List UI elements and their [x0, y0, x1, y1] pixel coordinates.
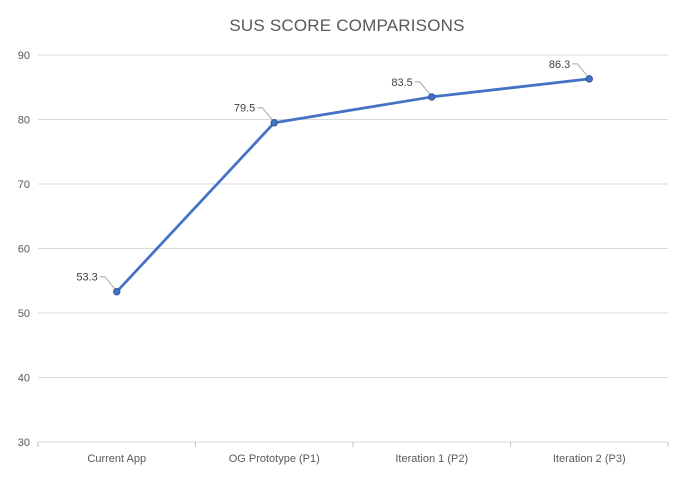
y-tick-label: 40	[18, 373, 30, 385]
gridlines	[38, 54, 668, 443]
y-tick-label: 50	[18, 308, 30, 320]
x-tick-label: OG Prototype (P1)	[229, 453, 320, 465]
axes: 30 40 50 60 70 80 90 Current App OG Prototype (P…	[18, 50, 669, 465]
y-tick-label: 90	[18, 50, 30, 62]
data-point	[270, 119, 278, 127]
data-label: 53.3	[76, 272, 97, 284]
data-point	[428, 93, 436, 101]
y-tick-label: 60	[18, 244, 30, 256]
y-tick-label: 80	[18, 115, 30, 127]
leader-line	[99, 276, 116, 290]
series-line	[115, 77, 591, 294]
data-label: 79.5	[234, 103, 255, 115]
x-tick-label: Iteration 2 (P3)	[553, 453, 626, 465]
series-layer	[113, 75, 593, 296]
chart-title: SUS SCORE COMPARISONS	[229, 16, 465, 35]
data-label: 83.5	[391, 77, 412, 89]
data-label: 86.3	[549, 59, 570, 71]
leader-line	[414, 81, 431, 95]
leader-line	[572, 63, 588, 77]
y-tick-label: 30	[18, 437, 30, 449]
data-labels: 53.3 79.5 83.5 86.3	[76, 59, 588, 290]
leader-line	[257, 107, 273, 121]
y-tick-label: 70	[18, 179, 30, 191]
x-tick-label: Current App	[87, 453, 146, 465]
x-tick-label: Iteration 1 (P2)	[395, 453, 468, 465]
data-point	[585, 75, 593, 83]
data-point	[113, 288, 121, 296]
